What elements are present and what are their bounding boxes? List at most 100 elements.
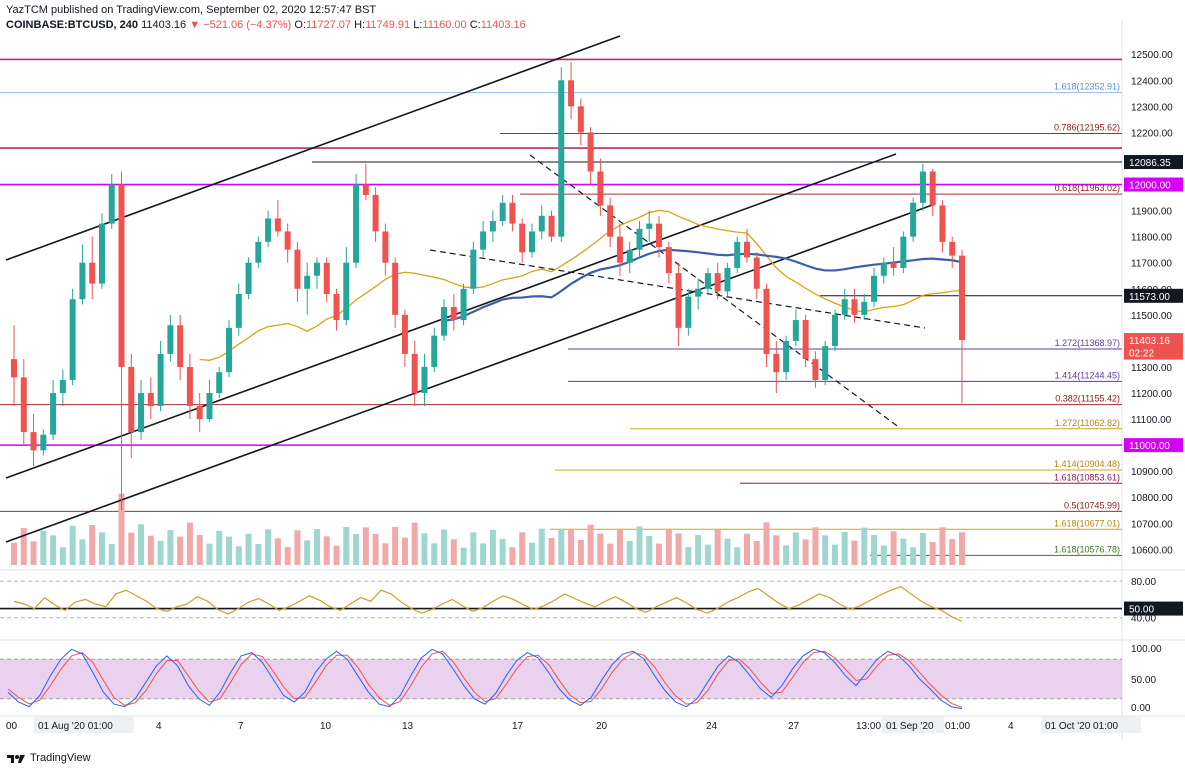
- candle-body: [783, 340, 790, 373]
- time-tick-label: 17: [512, 721, 524, 732]
- candle-body: [929, 171, 936, 206]
- price-badge-label: 12000.00: [1129, 181, 1171, 192]
- price-tick-label: 11300.00: [1131, 363, 1172, 374]
- volume-bar: [851, 540, 858, 565]
- time-label-box: [34, 717, 134, 733]
- open-label: O:: [294, 19, 306, 31]
- rsi-line: [13, 585, 963, 622]
- candle-body: [773, 353, 780, 373]
- candle-body: [665, 247, 672, 274]
- volume-bar: [79, 539, 86, 565]
- trend-line: [5, 35, 621, 261]
- candle-body: [509, 202, 516, 224]
- fib-label: 0.786(12195.62): [1054, 123, 1120, 133]
- price-tick-label: 11800.00: [1131, 233, 1172, 244]
- candle-body: [704, 273, 711, 289]
- candle-body: [118, 184, 125, 367]
- volume-bar: [284, 547, 291, 565]
- volume-bar: [871, 535, 878, 565]
- candle-body: [841, 299, 848, 315]
- candle-body: [40, 434, 47, 451]
- candle-body: [255, 241, 262, 263]
- candle-body: [401, 314, 408, 354]
- candle-body: [98, 223, 105, 284]
- fib-label: 0.5(10745.99): [1064, 500, 1120, 510]
- candle-body: [685, 296, 692, 328]
- candle-body: [939, 205, 946, 242]
- candle-body: [959, 255, 965, 341]
- low-value: 11160.00: [422, 19, 467, 31]
- candle-body: [675, 273, 682, 328]
- candle-body: [607, 205, 614, 237]
- volume-bar: [763, 522, 770, 565]
- time-tick-label: 4: [156, 721, 162, 732]
- candle-body: [313, 262, 320, 276]
- volume-bar: [519, 532, 526, 565]
- chart-header: YazTCM published on TradingView.com, Sep…: [6, 3, 526, 33]
- candle-body: [460, 288, 467, 321]
- trend-line: [529, 154, 901, 429]
- volume-bar: [704, 544, 711, 565]
- candle-body: [177, 325, 184, 367]
- price-change: ▼ −521.06 (−4.37%): [189, 19, 292, 31]
- candle-body: [861, 301, 868, 315]
- volume-bar: [186, 522, 193, 565]
- last-price: 11403.16: [141, 19, 187, 31]
- volume-bar: [343, 527, 350, 565]
- candle-body: [108, 184, 115, 224]
- price-badge-label: 11403.16: [1129, 336, 1170, 347]
- price-tick-label: 10900.00: [1131, 467, 1173, 478]
- volume-bar: [890, 531, 897, 565]
- volume-bar: [167, 530, 174, 565]
- volume-bar: [323, 536, 330, 565]
- high-label: H:: [354, 19, 366, 31]
- volume-bar: [743, 533, 750, 565]
- volume-bar: [59, 547, 66, 565]
- volume-bar: [441, 529, 448, 565]
- candle-body: [548, 215, 555, 237]
- footer-brand[interactable]: TradingView: [6, 752, 91, 764]
- volume-bar: [558, 528, 565, 565]
- candle-body: [226, 327, 233, 373]
- candle-body: [431, 335, 438, 367]
- volume-bar: [362, 527, 369, 565]
- stoch-tick-label: 100.00: [1131, 644, 1162, 655]
- symbol-line: COINBASE:BTCUSD, 240 11403.16 ▼ −521.06 …: [6, 18, 526, 33]
- volume-bars: [11, 493, 965, 565]
- candle-body: [11, 359, 17, 378]
- time-tick-label: 01 Aug '20 01:00: [38, 721, 113, 732]
- candle-body: [147, 393, 154, 407]
- candle-body: [724, 267, 731, 292]
- volume-bar: [568, 529, 575, 565]
- candle-body: [636, 228, 643, 250]
- volume-bar: [792, 532, 799, 565]
- open-value: 11727.07: [305, 19, 352, 31]
- stoch-tick-label: 0.00: [1131, 703, 1151, 714]
- candle-body: [734, 241, 741, 268]
- volume-bar: [714, 529, 721, 565]
- brand-name: TradingView: [30, 752, 91, 764]
- volume-bar: [685, 547, 692, 565]
- price-badge: [1124, 345, 1183, 360]
- candle-body: [441, 307, 448, 336]
- volume-bar: [147, 535, 154, 565]
- volume-bar: [265, 529, 272, 565]
- price-badge-label: 11573.00: [1129, 292, 1170, 303]
- volume-bar: [480, 543, 487, 565]
- volume-bar: [499, 539, 506, 565]
- volume-bar: [616, 529, 623, 565]
- candle-body: [763, 288, 770, 354]
- volume-bar: [40, 530, 47, 565]
- candle-body: [186, 366, 193, 407]
- candle-body: [919, 171, 926, 203]
- volume-bar: [450, 539, 457, 565]
- rsi-tick-label: 40.00: [1131, 614, 1156, 625]
- candle-body: [792, 320, 799, 341]
- volume-bar: [411, 522, 418, 565]
- candle-body: [235, 293, 242, 328]
- time-tick-label: 20: [596, 721, 608, 732]
- candle-body: [343, 262, 350, 321]
- candle-body: [743, 241, 750, 258]
- time-label-box: [882, 717, 944, 733]
